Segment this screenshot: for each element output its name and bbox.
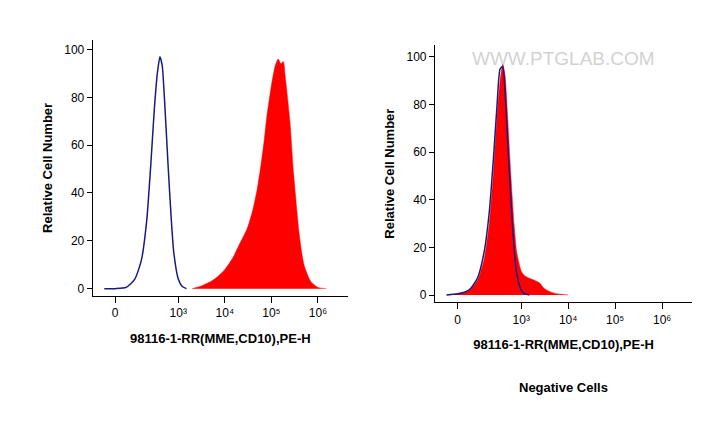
svg-text:10⁴: 10⁴	[559, 313, 578, 327]
svg-text:20: 20	[413, 241, 427, 255]
svg-text:40: 40	[71, 186, 85, 200]
svg-text:Negative Cells: Negative Cells	[519, 380, 608, 395]
svg-text:10⁵: 10⁵	[262, 306, 280, 320]
svg-text:0: 0	[112, 306, 119, 320]
svg-text:40: 40	[413, 193, 427, 207]
svg-text:10³: 10³	[513, 313, 530, 327]
svg-text:10⁶: 10⁶	[653, 313, 671, 327]
svg-text:60: 60	[413, 145, 427, 159]
svg-text:10³: 10³	[170, 306, 187, 320]
svg-text:100: 100	[64, 43, 84, 57]
svg-text:98116-1-RR(MME,CD10),PE-H: 98116-1-RR(MME,CD10),PE-H	[473, 337, 654, 352]
svg-text:10⁶: 10⁶	[309, 306, 327, 320]
svg-text:60: 60	[71, 138, 85, 152]
svg-text:80: 80	[413, 98, 427, 112]
svg-text:Relative Cell Number: Relative Cell Number	[40, 103, 55, 233]
svg-text:100: 100	[406, 50, 426, 64]
svg-text:10⁴: 10⁴	[216, 306, 235, 320]
svg-text:20: 20	[71, 234, 85, 248]
svg-text:80: 80	[71, 91, 85, 105]
svg-text:0: 0	[420, 288, 427, 302]
svg-text:0: 0	[454, 313, 461, 327]
svg-text:Relative Cell Number: Relative Cell Number	[382, 109, 397, 239]
svg-text:0: 0	[78, 282, 85, 296]
svg-text:98116-1-RR(MME,CD10),PE-H: 98116-1-RR(MME,CD10),PE-H	[130, 331, 311, 346]
svg-text:WWW.PTGLAB.COM: WWW.PTGLAB.COM	[472, 48, 655, 69]
svg-text:10⁵: 10⁵	[606, 313, 624, 327]
